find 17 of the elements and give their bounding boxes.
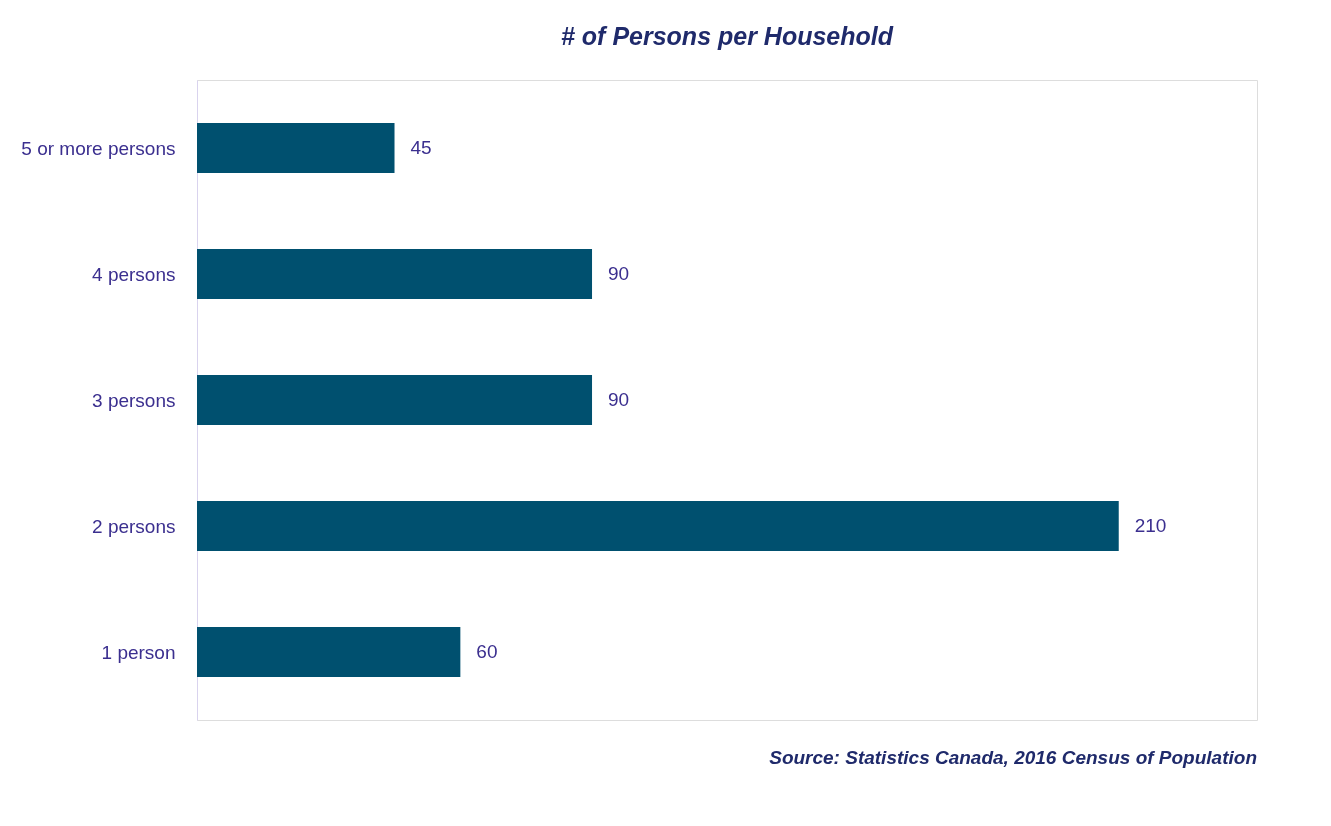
data-label: 210	[1134, 515, 1167, 536]
y-tick-label: 1 person	[101, 641, 176, 663]
chart-title: # of Persons per Household	[560, 22, 894, 50]
data-label: 90	[608, 263, 630, 284]
bar	[197, 123, 395, 173]
bar	[197, 627, 461, 677]
bar	[197, 249, 593, 299]
y-tick-label: 2 persons	[92, 515, 176, 537]
data-label: 45	[410, 137, 432, 158]
y-tick-label: 5 or more persons	[21, 137, 176, 159]
bar	[197, 501, 1119, 551]
bar	[197, 375, 593, 425]
source-note: Source: Statistics Canada, 2016 Census of Population	[769, 747, 1257, 768]
y-tick-label: 3 persons	[92, 389, 176, 411]
data-label: 60	[476, 641, 498, 662]
y-tick-label: 4 persons	[92, 263, 176, 285]
data-label: 90	[608, 389, 630, 410]
